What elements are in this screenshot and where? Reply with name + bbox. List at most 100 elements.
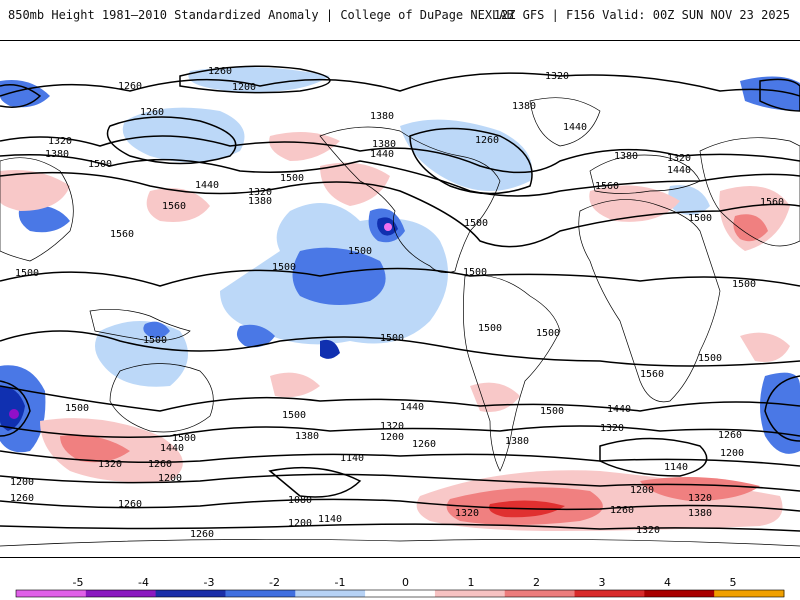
contour-label: 1140 xyxy=(318,514,342,525)
contour-line xyxy=(179,65,331,94)
contour-label: 1140 xyxy=(664,462,688,473)
contour-label: 1380 xyxy=(295,431,319,442)
anomaly-neg-area xyxy=(122,107,245,163)
legend-tick-label: -2 xyxy=(269,576,280,589)
contour-label: 1320 xyxy=(248,187,272,198)
contour-label: 1500 xyxy=(280,173,304,184)
anomaly-neg-area xyxy=(760,372,800,454)
contour-line xyxy=(0,267,800,287)
contour-line xyxy=(0,154,800,197)
anomaly-neg-area xyxy=(95,321,188,387)
contour-label: 1500 xyxy=(698,353,722,364)
legend-color-band xyxy=(295,590,366,597)
contour-label: 1500 xyxy=(540,406,564,417)
contour-line xyxy=(764,375,800,442)
anomaly-neg-area xyxy=(668,185,710,215)
legend-tick-label: 4 xyxy=(664,576,671,589)
contour-label: 1500 xyxy=(463,267,487,278)
contour-label: 1500 xyxy=(348,246,372,257)
coastline-south-america xyxy=(463,274,561,472)
contour-label: 1200 xyxy=(232,82,256,93)
coastline-north-america xyxy=(319,126,501,273)
legend-tick-label: -4 xyxy=(138,576,149,589)
weather-map: 1260 1200 1260 1260 1320 1320 1380 1500 … xyxy=(0,40,800,558)
contour-label: 1080 xyxy=(288,495,312,506)
contour-label: 1500 xyxy=(272,262,296,273)
contour-label: 1140 xyxy=(340,453,364,464)
anomaly-neg-core xyxy=(9,409,19,419)
legend-color-bands xyxy=(15,589,785,598)
contour-line xyxy=(409,127,533,195)
height-contours xyxy=(0,65,800,532)
coastline-antarctica xyxy=(0,538,800,547)
anomaly-pos-area xyxy=(270,372,320,398)
contour-line xyxy=(0,450,800,467)
legend-color-band xyxy=(16,590,87,597)
anomaly-neg-area xyxy=(400,119,532,191)
anomaly-neg-core xyxy=(384,223,392,231)
legend-color-band xyxy=(155,590,226,597)
contour-label: 1500 xyxy=(688,213,712,224)
contour-label: 1560 xyxy=(595,181,619,192)
contour-line xyxy=(106,116,237,165)
contour-label: 1440 xyxy=(563,122,587,133)
contour-label: 1560 xyxy=(162,201,186,212)
contour-label: 1320 xyxy=(667,153,691,164)
contour-label: 1440 xyxy=(160,443,184,454)
contour-line xyxy=(0,72,800,97)
contour-label: 1500 xyxy=(536,328,560,339)
anomaly-pos-area xyxy=(589,185,680,222)
legend-tick-label: -5 xyxy=(73,576,84,589)
contour-label: 1380 xyxy=(248,196,272,207)
anomaly-pos-area xyxy=(740,332,790,362)
legend-color-band xyxy=(85,590,157,597)
contour-label: 1260 xyxy=(118,499,142,510)
contour-label: 1380 xyxy=(688,508,712,519)
contour-label: 1380 xyxy=(614,151,638,162)
contour-label-group: 1260 1200 1260 1260 1320 1320 1380 1500 … xyxy=(10,66,784,540)
contour-label: 1500 xyxy=(143,335,167,346)
contour-line xyxy=(0,330,800,367)
legend-outline xyxy=(15,589,785,598)
contour-label: 1500 xyxy=(732,279,756,290)
contour-label: 1200 xyxy=(380,432,404,443)
contour-label: 1320 xyxy=(688,493,712,504)
contour-label: 1320 xyxy=(636,525,660,536)
contour-line xyxy=(0,135,800,174)
legend-svg: -5 -4 -3 -2 -1 0 1 2 3 4 5 xyxy=(15,576,785,598)
anomaly-pos-area xyxy=(640,477,760,501)
contour-label: 1260 xyxy=(148,459,172,470)
anomaly-pos-area xyxy=(470,382,520,412)
contour-label: 1440 xyxy=(400,402,424,413)
contour-line xyxy=(0,425,800,438)
contour-label: 1320 xyxy=(545,71,569,82)
contour-label: 1500 xyxy=(172,433,196,444)
anomaly-neg-area xyxy=(292,247,386,305)
anomaly-neg-area xyxy=(236,324,275,348)
contour-line xyxy=(268,466,362,498)
contour-label: 1380 xyxy=(505,436,529,447)
contour-label: 1500 xyxy=(464,218,488,229)
legend-tick-label: 0 xyxy=(402,576,409,589)
coastline-australia xyxy=(109,363,214,433)
contour-label: 1260 xyxy=(140,107,164,118)
contour-label: 1320 xyxy=(48,136,72,147)
contour-line xyxy=(759,78,800,112)
contour-label: 1200 xyxy=(288,518,312,529)
model-run-info: 12Z GFS | F156 Valid: 00Z SUN NOV 23 202… xyxy=(493,8,790,22)
contour-label: 1440 xyxy=(607,404,631,415)
map-title: 850mb Height 1981–2010 Standardized Anom… xyxy=(8,8,514,22)
contour-label: 1320 xyxy=(98,459,122,470)
positive-anomaly-areas xyxy=(0,132,790,531)
contour-label: 1260 xyxy=(118,81,142,92)
color-scale-legend: -5 -4 -3 -2 -1 0 1 2 3 4 5 xyxy=(0,564,800,600)
anomaly-pos-area xyxy=(60,435,130,463)
contour-label: 1320 xyxy=(380,421,404,432)
legend-tick-label: -3 xyxy=(204,576,215,589)
map-svg: 1260 1200 1260 1260 1320 1320 1380 1500 … xyxy=(0,65,800,547)
contour-line xyxy=(599,437,708,477)
contour-label: 1500 xyxy=(65,403,89,414)
contour-label: 1380 xyxy=(372,139,396,150)
anomaly-neg-area xyxy=(188,67,330,92)
anomaly-pos-area xyxy=(0,170,70,211)
